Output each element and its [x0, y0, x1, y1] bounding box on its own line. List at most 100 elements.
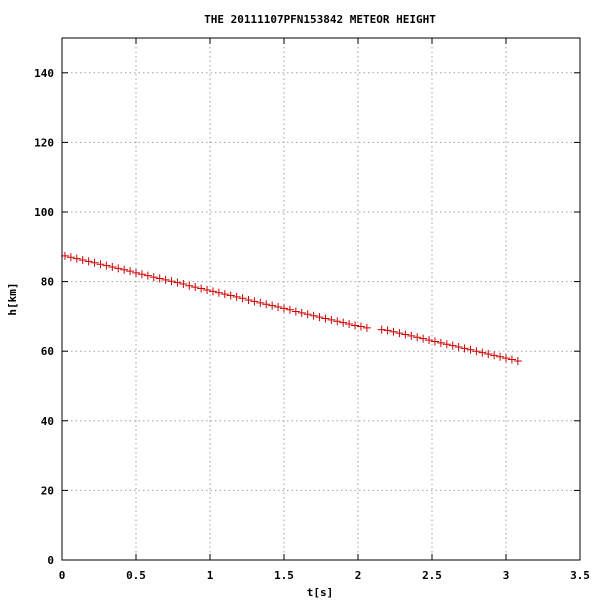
- data-point: [84, 257, 93, 266]
- data-point: [66, 253, 75, 262]
- data-point: [362, 323, 371, 332]
- y-tick-label: 40: [41, 415, 54, 428]
- data-point: [90, 258, 99, 267]
- x-tick-label: 0: [59, 569, 66, 582]
- data-point: [321, 314, 330, 323]
- data-point: [203, 285, 212, 294]
- data-point: [425, 336, 434, 345]
- data-point: [238, 294, 247, 303]
- data-point: [262, 300, 271, 309]
- data-point: [303, 310, 312, 319]
- data-point: [351, 321, 360, 330]
- data-point: [339, 318, 348, 327]
- data-point: [291, 307, 300, 316]
- data-point: [102, 261, 111, 270]
- data-point: [454, 343, 463, 352]
- y-tick-label: 0: [47, 554, 54, 567]
- data-point: [466, 345, 475, 354]
- data-point: [191, 283, 200, 292]
- x-tick-label: 2: [355, 569, 362, 582]
- data-point: [256, 298, 265, 307]
- data-points: [60, 251, 522, 365]
- data-point: [419, 334, 428, 343]
- y-tick-label: 80: [41, 276, 54, 289]
- data-point: [513, 356, 522, 365]
- data-point: [126, 267, 135, 276]
- data-point: [274, 303, 283, 312]
- data-point: [315, 313, 324, 322]
- data-point: [297, 308, 306, 317]
- data-point: [226, 291, 235, 300]
- data-point: [108, 262, 117, 271]
- data-point: [484, 349, 493, 358]
- y-axis-label: h[km]: [6, 282, 19, 315]
- data-point: [120, 265, 129, 274]
- data-point: [507, 355, 516, 364]
- data-point: [149, 273, 158, 282]
- data-point: [250, 297, 259, 306]
- data-point: [220, 290, 229, 299]
- data-point: [401, 330, 410, 339]
- data-point: [143, 271, 152, 280]
- data-point: [285, 305, 294, 314]
- data-point: [137, 270, 146, 279]
- data-point: [472, 347, 481, 356]
- y-tick-label: 100: [34, 206, 54, 219]
- chart-title: THE 20111107PFN153842 METEOR HEIGHT: [204, 13, 436, 26]
- data-point: [460, 344, 469, 353]
- data-point: [72, 254, 81, 263]
- data-point: [167, 277, 176, 286]
- data-point: [389, 327, 398, 336]
- data-point: [185, 281, 194, 290]
- x-tick-label: 2.5: [422, 569, 442, 582]
- data-point: [309, 311, 318, 320]
- data-point: [161, 275, 170, 284]
- data-point: [395, 329, 404, 338]
- x-axis-label: t[s]: [307, 586, 334, 599]
- data-point: [407, 331, 416, 340]
- data-point: [377, 325, 386, 334]
- data-point: [478, 348, 487, 357]
- x-tick-label: 1.5: [274, 569, 294, 582]
- y-tick-label: 140: [34, 67, 54, 80]
- data-point: [490, 351, 499, 360]
- grid-lines: [62, 38, 580, 560]
- data-point: [345, 320, 354, 329]
- data-point: [496, 352, 505, 361]
- data-point: [78, 256, 87, 265]
- data-point: [430, 337, 439, 346]
- y-tick-labels: 0 20 40 60 80 100 120 140: [34, 67, 54, 567]
- x-tick-labels: 0 0.5 1 1.5 2 2.5 3 3.5: [59, 569, 590, 582]
- data-point: [356, 322, 365, 331]
- data-point: [333, 317, 342, 326]
- data-point: [413, 333, 422, 342]
- x-tick-label: 0.5: [126, 569, 146, 582]
- axis-ticks: [61, 38, 581, 561]
- data-point: [173, 278, 182, 287]
- data-point: [280, 304, 288, 313]
- data-point: [502, 354, 510, 363]
- data-point: [60, 251, 69, 260]
- plot-frame: [61, 37, 581, 561]
- x-tick-label: 3: [503, 569, 510, 582]
- data-point: [114, 264, 123, 273]
- data-point: [96, 260, 105, 269]
- data-point: [448, 341, 457, 350]
- data-point: [197, 284, 206, 293]
- data-point: [244, 296, 253, 305]
- data-point: [383, 326, 392, 335]
- data-point: [179, 280, 188, 289]
- data-point: [327, 315, 336, 324]
- data-point: [436, 338, 445, 347]
- x-tick-label: 3.5: [570, 569, 590, 582]
- y-tick-label: 20: [41, 484, 54, 497]
- data-point: [232, 292, 241, 301]
- data-point: [208, 287, 217, 296]
- data-point: [155, 274, 164, 283]
- data-point: [132, 268, 140, 277]
- data-point: [442, 340, 451, 349]
- data-point: [268, 301, 277, 310]
- x-tick-label: 1: [207, 569, 214, 582]
- data-point: [214, 288, 223, 297]
